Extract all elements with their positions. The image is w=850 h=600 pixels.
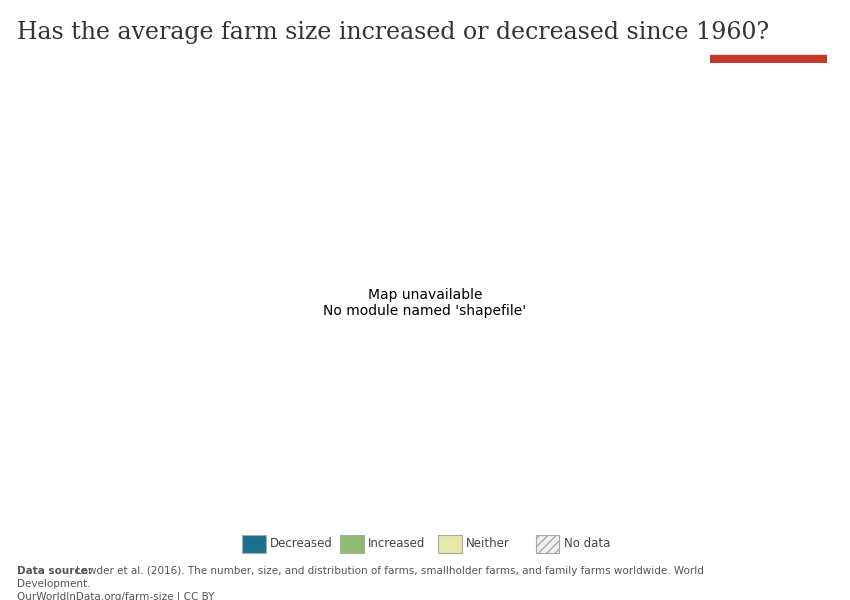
FancyBboxPatch shape xyxy=(438,535,462,553)
Text: Our World: Our World xyxy=(739,22,798,32)
FancyBboxPatch shape xyxy=(242,535,266,553)
Bar xyxy=(710,55,827,63)
Text: Development.: Development. xyxy=(17,579,90,589)
Text: in Data: in Data xyxy=(747,35,790,46)
FancyBboxPatch shape xyxy=(536,535,559,553)
Text: Neither: Neither xyxy=(466,537,510,550)
Text: Has the average farm size increased or decreased since 1960?: Has the average farm size increased or d… xyxy=(17,21,769,44)
Text: Data source:: Data source: xyxy=(17,566,92,576)
Text: No data: No data xyxy=(564,537,610,550)
FancyBboxPatch shape xyxy=(340,535,364,553)
Text: Decreased: Decreased xyxy=(270,537,333,550)
Text: Map unavailable
No module named 'shapefile': Map unavailable No module named 'shapefi… xyxy=(324,288,526,318)
Text: OurWorldInData.org/farm-size | CC BY: OurWorldInData.org/farm-size | CC BY xyxy=(17,592,214,600)
Text: Lowder et al. (2016). The number, size, and distribution of farms, smallholder f: Lowder et al. (2016). The number, size, … xyxy=(76,566,705,576)
Text: Increased: Increased xyxy=(368,537,425,550)
